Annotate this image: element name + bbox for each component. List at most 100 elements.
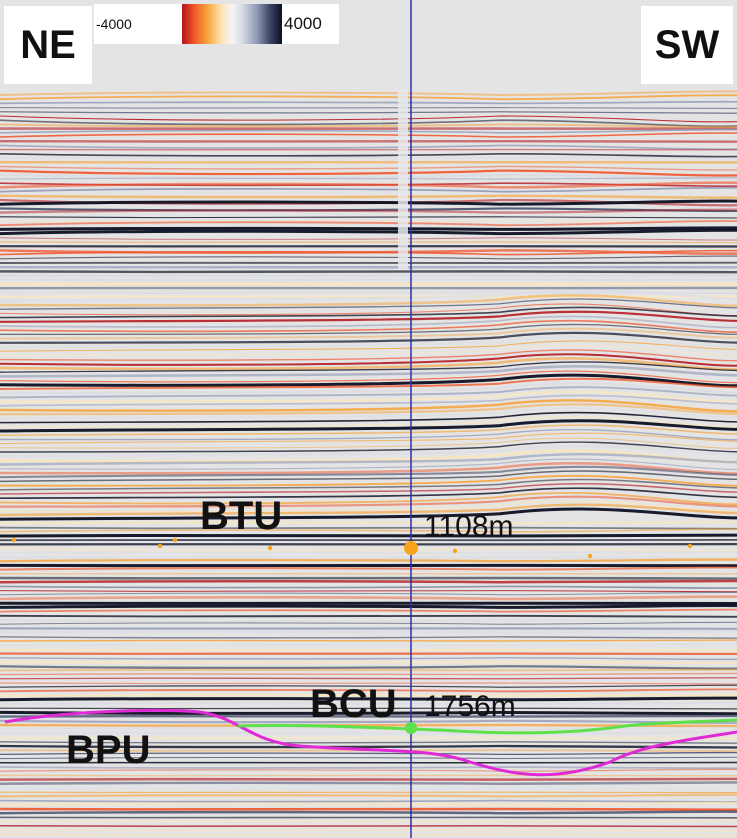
seismic-reflector (0, 828, 737, 833)
seismic-reflector (0, 657, 737, 661)
amplitude-colorbar: -4000 4000 (94, 4, 339, 44)
seismic-reflector (0, 165, 737, 171)
seismic-reflector (0, 579, 737, 584)
seismic-reflector (0, 207, 737, 213)
btu-horizon-label: BTU (200, 494, 283, 538)
seismic-reflector (0, 411, 737, 424)
btu-well-marker (404, 541, 418, 555)
seismic-reflector (0, 643, 737, 646)
seismic-reflector (0, 310, 737, 323)
seismic-reflector (0, 533, 737, 538)
seismic-reflector (0, 199, 737, 206)
btu-pick-dot (687, 543, 693, 549)
seismic-reflector (0, 173, 737, 180)
seismic-reflector (0, 507, 737, 521)
seismic-reflector (0, 144, 737, 151)
seismic-reflector (0, 672, 737, 676)
btu-pick-dot (267, 545, 273, 551)
seismic-reflector (0, 726, 737, 730)
seismic-reflector (0, 591, 737, 596)
seismic-reflector (0, 100, 737, 105)
colorbar-min-label: -4000 (96, 16, 132, 32)
seismic-reflector (0, 289, 737, 302)
seismic-reflector (0, 749, 737, 752)
seismic-reflector (0, 777, 737, 781)
seismic-reflector (0, 152, 737, 158)
seismic-reflector (0, 630, 737, 634)
seismic-reflector (0, 548, 737, 552)
seismic-reflector (0, 500, 737, 513)
seismic-reflector (0, 639, 737, 642)
seismic-reflector (0, 373, 737, 388)
bcu-depth-label: 1756m (424, 690, 516, 723)
seismic-reflector (0, 361, 737, 373)
seismic-reflector (0, 793, 737, 798)
seismic-reflector (0, 249, 737, 256)
bpu-horizon-label: BPU (66, 728, 151, 772)
seismic-reflector (0, 474, 737, 487)
seismic-reflector (0, 470, 737, 483)
seismic-reflector (0, 503, 737, 517)
seismic-reflector (0, 693, 737, 697)
seismic-reflector (0, 428, 737, 441)
seismic-reflector (0, 619, 737, 623)
btu-horizon-picks (11, 537, 693, 559)
seismic-reflector (0, 744, 737, 749)
seismic-reflector (0, 319, 737, 333)
bcu-horizon-label: BCU (310, 682, 397, 726)
seismic-reflector (0, 111, 737, 114)
seismic-reflector (0, 128, 737, 134)
seismic-reflector (0, 723, 737, 728)
seismic-reflector (0, 660, 737, 665)
seismic-reflector (0, 551, 737, 554)
seismic-reflector (0, 688, 737, 693)
bpu-horizon-line (4, 708, 737, 777)
seismic-reflector (0, 736, 737, 740)
seismic-reflector (0, 298, 737, 310)
bcu-well-marker (405, 722, 417, 734)
seismic-reflector (0, 668, 737, 672)
seismic-reflector (0, 390, 737, 403)
seismic-reflector (0, 327, 737, 340)
seismic-reflector (0, 186, 737, 193)
seismic-reflector (0, 220, 737, 227)
seismic-reflector (0, 132, 737, 138)
seismic-reflector (0, 526, 737, 530)
seismic-reflector (0, 787, 737, 791)
seismic-reflector (0, 220, 737, 223)
seismic-reflector (0, 169, 737, 177)
seismic-reflector (0, 458, 737, 470)
seismic-reflector (0, 768, 737, 772)
seismic-reflector (0, 270, 737, 274)
seismic-reflector (0, 403, 737, 416)
seismic-reflector (0, 315, 737, 329)
btu-depth-label: 1108m (424, 510, 514, 543)
seismic-reflector (0, 684, 737, 688)
bcu-horizon-line (237, 718, 737, 735)
seismic-reflector (0, 382, 737, 395)
seismic-reflector (0, 585, 737, 589)
seismic-reflector (0, 756, 737, 760)
seismic-reflector (0, 255, 737, 260)
seismic-reflector (0, 520, 737, 525)
seismic-reflector (0, 228, 737, 236)
seismic-reflector (0, 566, 737, 571)
seismic-reflector (0, 801, 737, 806)
seismic-reflector (0, 595, 737, 601)
seismic-reflector (0, 303, 737, 317)
seismic-reflector (0, 555, 737, 560)
seismic-reflector (0, 682, 737, 685)
seismic-reflector (0, 336, 737, 348)
seismic-reflector (0, 833, 737, 837)
seismic-reflector (0, 216, 737, 219)
seismic-reflector (0, 415, 737, 428)
btu-pick-dot (452, 548, 458, 554)
seismic-reflector (0, 677, 737, 680)
seismic-reflector (0, 407, 737, 420)
seismic-reflector (0, 608, 737, 613)
seismic-reflector (0, 424, 737, 436)
seismic-reflector (0, 119, 737, 128)
seismic-reflector (0, 707, 737, 710)
seismic-reflector (0, 365, 737, 378)
seismic-reflector (0, 810, 737, 815)
